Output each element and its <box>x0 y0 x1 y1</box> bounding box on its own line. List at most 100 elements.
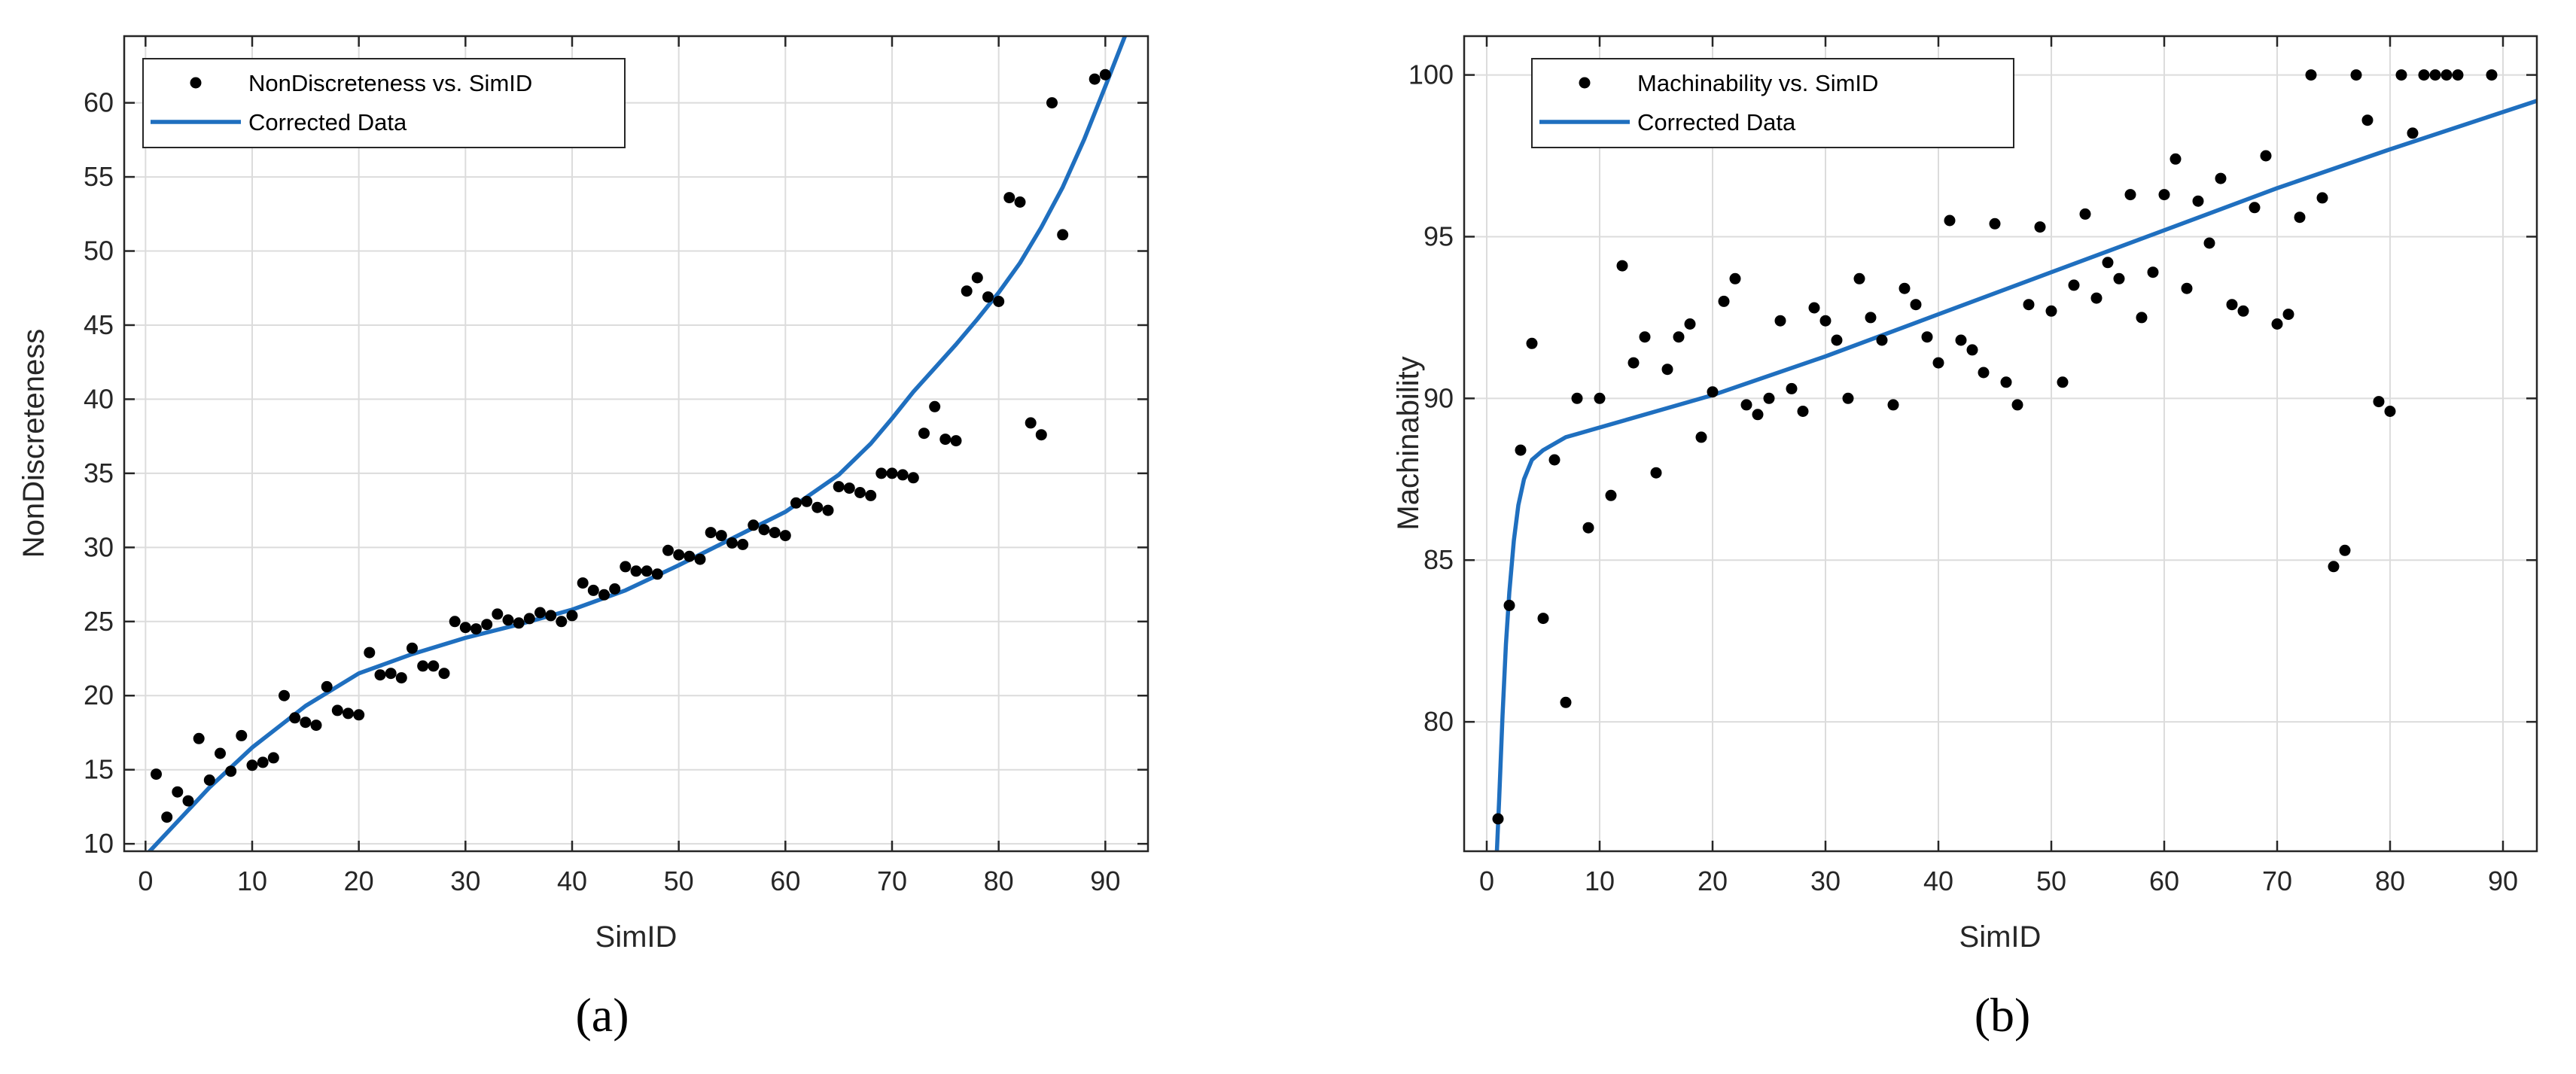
data-point <box>182 795 194 807</box>
data-point <box>2361 114 2374 126</box>
data-point <box>2237 305 2249 317</box>
data-point <box>1035 429 1047 441</box>
data-point <box>1853 272 1865 284</box>
data-point <box>2339 544 2351 556</box>
data-point <box>748 519 760 531</box>
data-point <box>737 538 749 550</box>
data-point <box>1774 315 1786 327</box>
y-tick-label: 80 <box>1423 706 1454 737</box>
x-tick-label: 10 <box>1585 866 1615 896</box>
data-point <box>2282 309 2294 321</box>
data-point <box>556 616 568 628</box>
data-point <box>1560 696 1572 708</box>
data-point <box>1944 214 1956 227</box>
data-point <box>2170 153 2182 165</box>
data-point <box>1003 192 1015 204</box>
data-point <box>993 296 1005 307</box>
data-point <box>1865 312 1877 324</box>
data-point <box>2102 257 2114 269</box>
data-point <box>577 577 589 589</box>
data-point <box>310 720 322 732</box>
panel-caption: (b) <box>1975 988 2031 1042</box>
data-point <box>609 583 621 595</box>
data-point <box>907 472 919 484</box>
data-point <box>2034 221 2046 233</box>
data-point <box>1515 444 1527 456</box>
data-point <box>715 530 727 542</box>
data-point <box>1684 318 1696 330</box>
legend-label: NonDiscreteness vs. SimID <box>248 70 532 96</box>
data-point <box>2418 69 2430 81</box>
data-point <box>236 729 248 741</box>
data-point <box>151 768 162 780</box>
data-point <box>385 668 397 680</box>
data-point <box>2045 305 2057 317</box>
data-point <box>1582 522 1594 534</box>
legend-label: Machinability vs. SimID <box>1637 70 1878 96</box>
data-point <box>1955 334 1967 346</box>
data-point <box>1537 613 1549 625</box>
data-point <box>1819 315 1832 327</box>
data-point <box>1707 386 1719 398</box>
data-point <box>929 400 941 412</box>
axes-box <box>1463 35 2538 853</box>
data-point <box>2079 208 2091 220</box>
data-point <box>470 623 482 635</box>
data-point <box>2271 318 2283 330</box>
x-tick-label: 20 <box>344 866 374 896</box>
y-tick-label: 95 <box>1423 221 1454 251</box>
data-point <box>2294 211 2306 224</box>
plot-background <box>1464 36 2537 851</box>
y-tick-label: 25 <box>84 606 114 637</box>
data-point <box>1797 406 1809 417</box>
data-point <box>279 689 290 701</box>
data-point <box>193 732 205 744</box>
legend-label: Corrected Data <box>1637 109 1796 135</box>
data-point <box>2011 399 2023 411</box>
data-point <box>2000 376 2012 388</box>
data-point <box>662 544 674 556</box>
axes-box <box>123 35 1149 853</box>
data-point <box>566 610 578 622</box>
data-point <box>1876 334 1888 346</box>
data-point <box>1503 599 1515 611</box>
x-tick-label: 50 <box>2036 866 2066 896</box>
data-point <box>364 647 376 659</box>
data-point <box>2373 396 2385 408</box>
data-point <box>2407 127 2419 139</box>
data-point <box>2136 312 2148 324</box>
data-point <box>726 537 738 549</box>
chart-panel-a: 0 10 20 30 40 50 60 70 80 90 10 15 20 25 30 35 40 45 50 55 6… <box>17 35 1149 1042</box>
data-point <box>779 530 791 542</box>
data-point <box>417 660 429 672</box>
y-axis-label: NonDiscreteness <box>17 329 50 558</box>
x-tick-label: 30 <box>1810 866 1841 896</box>
data-point <box>684 550 696 562</box>
data-point <box>2181 282 2193 294</box>
legend-marker <box>1579 77 1591 89</box>
data-point <box>1718 295 1730 307</box>
data-point <box>2057 376 2069 388</box>
data-point <box>587 584 599 596</box>
x-axis-label: SimID <box>1959 920 2042 954</box>
data-point <box>897 469 909 481</box>
y-tick-label: 20 <box>84 680 114 710</box>
data-point <box>203 774 215 786</box>
data-point <box>1932 357 1944 369</box>
data-point <box>1763 392 1775 404</box>
data-point <box>1842 392 1854 404</box>
data-point <box>459 622 471 634</box>
x-axis-label: SimID <box>595 920 677 954</box>
data-point <box>321 680 333 692</box>
data-point <box>854 487 866 498</box>
data-point <box>2328 561 2340 573</box>
data-point <box>2260 150 2272 162</box>
data-point <box>215 747 226 759</box>
x-tick-label: 0 <box>138 866 153 896</box>
y-tick-label: 35 <box>84 458 114 488</box>
x-tick-label: 70 <box>877 866 907 896</box>
data-point <box>2215 172 2227 184</box>
plot-series <box>147 36 1128 851</box>
data-point <box>1695 431 1707 443</box>
data-point <box>2305 69 2317 81</box>
